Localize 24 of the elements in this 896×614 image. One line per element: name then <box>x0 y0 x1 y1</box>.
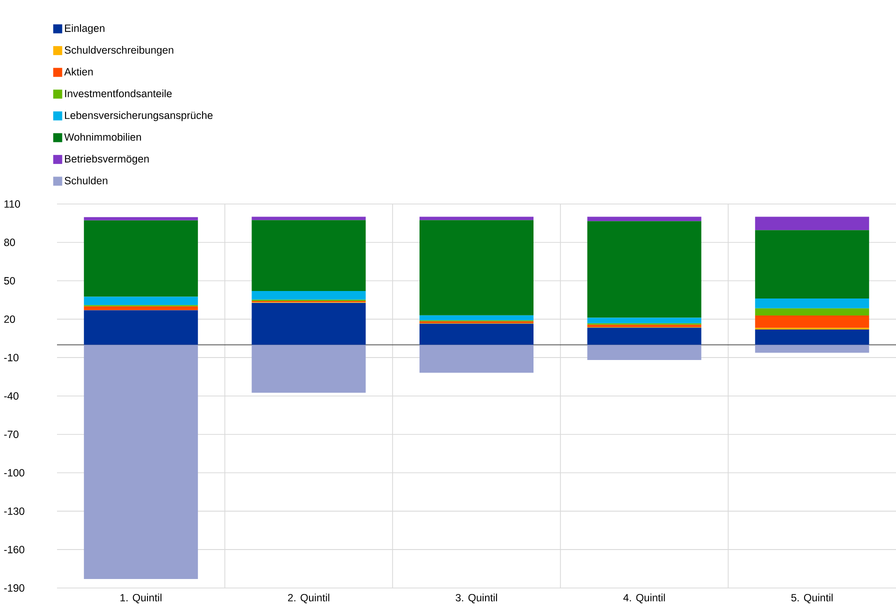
legend-label: Schulden <box>64 176 108 184</box>
legend-label: Einlagen <box>65 24 104 34</box>
y-tick-label: -40 <box>4 392 18 400</box>
y-tick-label: 80 <box>4 238 15 246</box>
y-tick-label: -70 <box>4 430 18 438</box>
y-tick-label: -160 <box>4 546 24 554</box>
y-tick-label: -100 <box>4 469 24 477</box>
y-tick-label: 20 <box>4 315 15 323</box>
x-tick-label: 3. Quintil <box>456 594 497 604</box>
y-tick-label: 50 <box>4 277 15 285</box>
legend-label: Aktien <box>64 68 93 76</box>
x-tick-label: 4. Quintil <box>623 594 665 604</box>
x-tick-label: 5. Quintil <box>791 594 833 604</box>
legend-label: Schuldverschreibungen <box>64 46 174 56</box>
legend-label: Investmentfondsanteile <box>65 90 172 98</box>
y-tick-label: -130 <box>4 507 24 515</box>
y-tick-label: 110 <box>4 200 20 208</box>
legend-label: Lebensversicherungsansprüche <box>65 111 213 122</box>
legend-label: Betriebsvermögen <box>65 154 149 165</box>
x-tick-label: 2. Quintil <box>288 594 330 604</box>
y-tick-label: -190 <box>4 584 24 592</box>
y-tick-label: -10 <box>4 354 18 362</box>
legend-label: Wohnimmobilien <box>64 133 141 141</box>
x-tick-label: 1. Quintil <box>120 594 162 604</box>
